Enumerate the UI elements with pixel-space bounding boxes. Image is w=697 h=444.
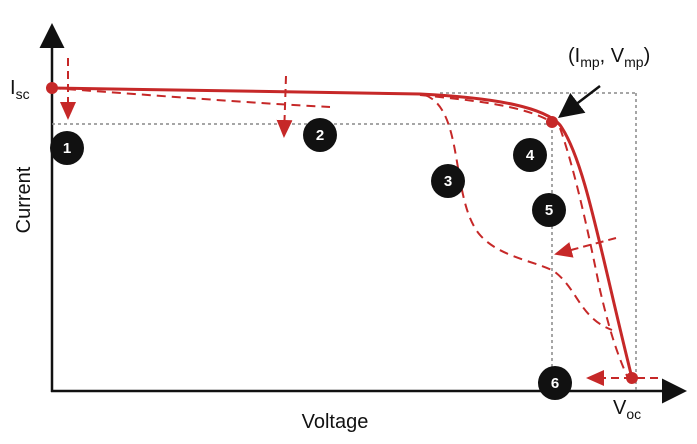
mpp-part: ) — [644, 45, 651, 67]
fault-curves — [51, 87, 629, 379]
mpp-part: , V — [600, 45, 625, 67]
marker-badge — [538, 366, 572, 400]
marker-number: 1 — [63, 140, 71, 157]
iv-curve — [51, 86, 634, 379]
isc-main: I — [10, 77, 16, 99]
x-axis-label: Voltage — [302, 411, 369, 433]
marker-badge — [532, 193, 566, 227]
y-axis-label: Current — [13, 166, 35, 233]
mpp-label: (Imp, Vmp) — [568, 45, 650, 70]
marker-number: 2 — [316, 127, 324, 144]
voc-label: Voc — [613, 397, 641, 422]
isc-label: Isc — [10, 77, 30, 102]
fault-arrows — [60, 58, 658, 386]
voc-main: V — [613, 397, 627, 419]
isc-sub: sc — [16, 86, 30, 102]
guides — [52, 92, 637, 390]
key-points — [46, 82, 638, 384]
marker-badge — [303, 118, 337, 152]
marker-badge — [50, 131, 84, 165]
voc-sub: oc — [626, 406, 641, 422]
mpp-pointer — [558, 85, 601, 119]
mpp-sub: mp — [580, 54, 600, 70]
mpp-part: (I — [568, 45, 580, 67]
marker-number: 6 — [551, 375, 559, 392]
marker-badge — [513, 138, 547, 172]
markers: 1 2 3 4 5 6 — [50, 118, 572, 400]
marker-number: 3 — [444, 173, 452, 190]
marker-number: 4 — [526, 147, 535, 164]
mpp-sub: mp — [624, 54, 644, 70]
marker-number: 5 — [545, 202, 553, 219]
marker-badge — [431, 164, 465, 198]
